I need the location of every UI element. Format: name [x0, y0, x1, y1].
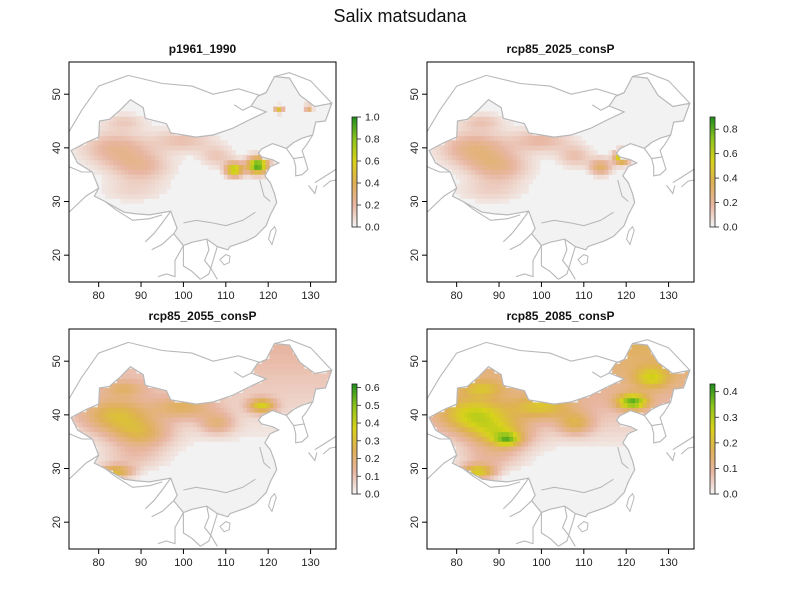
- y-tick-label: 30: [409, 462, 421, 474]
- y-tick-label: 40: [409, 409, 421, 421]
- panel-frame: [426, 328, 695, 550]
- x-tick-label: 80: [451, 557, 463, 569]
- x-tick-label: 120: [259, 557, 277, 569]
- y-tick-label: 30: [51, 462, 63, 474]
- x-tick-label: 100: [174, 557, 192, 569]
- x-tick-label: 120: [617, 290, 635, 302]
- country-borders: [69, 72, 336, 280]
- x-tick-label: 80: [93, 290, 105, 302]
- y-tick-label: 50: [51, 88, 63, 100]
- legend-colorbar: 0.0 0.1 0.2 0.3 0.4 0.5 0.6: [351, 382, 380, 501]
- country-borders: [427, 72, 694, 280]
- y-tick-label: 40: [51, 409, 63, 421]
- panel-title: rcp85_2055_consP: [148, 309, 256, 323]
- x-tick-label: 120: [617, 557, 635, 569]
- x-tick-label: 100: [532, 557, 550, 569]
- suitability-raster: [429, 111, 636, 204]
- y-tick-label: 20: [51, 516, 63, 528]
- x-tick-label: 100: [174, 290, 192, 302]
- legend-colorbar: 0.0 0.1 0.2 0.3 0.4: [709, 383, 738, 501]
- legend-tick-label: 0.6: [365, 156, 380, 168]
- panel-title: p1961_1990: [169, 42, 237, 56]
- x-tick-label: 110: [575, 557, 593, 569]
- x-tick-label: 90: [493, 290, 505, 302]
- legend-tick-label: 0.0: [365, 222, 380, 234]
- map-panel-1: p1961_1990 80 90 100 110 120 130 20 30 40 50 0.0 0.2…: [51, 42, 380, 302]
- x-tick-label: 80: [93, 557, 105, 569]
- legend-tick-label: 0.6: [723, 148, 738, 160]
- legend-tick-label: 0.8: [365, 134, 380, 146]
- map-panel-3: rcp85_2055_consP 80 90 100 110 120 130 20 30 40 50…: [51, 309, 380, 569]
- y-tick-label: 30: [51, 195, 63, 207]
- x-tick-label: 110: [217, 290, 235, 302]
- y-tick-label: 50: [409, 355, 421, 367]
- legend-tick-label: 0.0: [723, 222, 738, 234]
- x-tick-label: 90: [493, 557, 505, 569]
- x-tick-label: 130: [301, 290, 319, 302]
- figure-title: Salix matsudana: [333, 6, 467, 26]
- legend-tick-label: 0.4: [723, 386, 738, 398]
- legend-tick-label: 0.6: [365, 382, 380, 394]
- panel-frame: [426, 61, 695, 283]
- legend-tick-label: 0.1: [723, 463, 738, 475]
- legend-tick-label: 0.2: [365, 453, 380, 465]
- panel-title: rcp85_2025_consP: [506, 42, 614, 56]
- legend-tick-label: 0.2: [365, 200, 380, 212]
- x-tick-label: 110: [575, 290, 593, 302]
- legend-tick-label: 0.4: [723, 173, 738, 185]
- x-tick-label: 130: [301, 557, 319, 569]
- x-tick-label: 90: [135, 557, 147, 569]
- legend-tick-label: 0.8: [723, 124, 738, 136]
- panel-frame: [68, 328, 337, 550]
- y-tick-label: 20: [409, 249, 421, 261]
- map-panel-4: rcp85_2085_consP 80 90 100 110 120 130 20 30 40 50…: [409, 309, 738, 569]
- y-tick-label: 20: [51, 249, 63, 261]
- legend-tick-label: 0.4: [365, 178, 380, 190]
- legend-tick-label: 1.0: [365, 112, 380, 124]
- legend-tick-label: 0.2: [723, 197, 738, 209]
- panel-frame: [68, 61, 337, 283]
- legend-tick-label: 0.5: [365, 400, 380, 412]
- legend-tick-label: 0.3: [723, 412, 738, 424]
- y-tick-label: 30: [409, 195, 421, 207]
- suitability-raster: [429, 344, 690, 481]
- x-tick-label: 130: [659, 290, 677, 302]
- country-borders: [427, 339, 694, 547]
- y-tick-label: 20: [409, 516, 421, 528]
- x-tick-label: 120: [259, 290, 277, 302]
- y-tick-label: 40: [409, 142, 421, 154]
- legend-tick-label: 0.1: [365, 471, 380, 483]
- legend-tick-label: 0.3: [365, 435, 380, 447]
- country-borders: [69, 339, 336, 547]
- legend-colorbar: 0.0 0.2 0.4 0.6 0.8 1.0: [351, 112, 380, 234]
- legend-tick-label: 0.2: [723, 437, 738, 449]
- panel-title: rcp85_2085_consP: [506, 309, 614, 323]
- x-tick-label: 80: [451, 290, 463, 302]
- legend-tick-label: 0.4: [365, 418, 380, 430]
- map-panel-2: rcp85_2025_consP 80 90 100 110 120 130 20 30 40 50…: [409, 42, 738, 302]
- legend-tick-label: 0.0: [365, 489, 380, 501]
- legend-colorbar: 0.0 0.2 0.4 0.6 0.8: [709, 116, 738, 234]
- suitability-raster: [71, 101, 316, 204]
- x-tick-label: 100: [532, 290, 550, 302]
- y-tick-label: 50: [51, 355, 63, 367]
- x-tick-label: 130: [659, 557, 677, 569]
- x-tick-label: 90: [135, 290, 147, 302]
- legend-tick-label: 0.0: [723, 489, 738, 501]
- x-tick-label: 110: [217, 557, 235, 569]
- y-tick-label: 40: [51, 142, 63, 154]
- y-tick-label: 50: [409, 88, 421, 100]
